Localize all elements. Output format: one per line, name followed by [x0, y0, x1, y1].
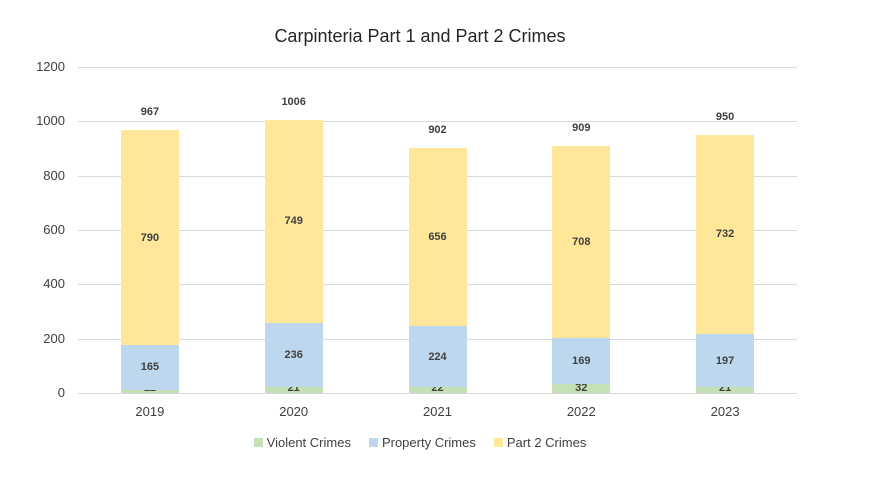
- bar-segment-property-crimes: 169: [552, 338, 611, 385]
- legend-swatch-property: [368, 438, 378, 447]
- legend-label: Part 2 Crimes: [506, 435, 587, 450]
- chart-title: Carpinteria Part 1 and Part 2 Crimes: [274, 26, 566, 46]
- data-label: 236: [284, 349, 303, 362]
- x-tick-label: 2022: [566, 404, 596, 419]
- bar-2020: 21 236 749: [264, 67, 323, 393]
- data-label: 169: [572, 355, 591, 368]
- legend-swatch-part2: [493, 438, 503, 447]
- total-label: 909: [572, 122, 591, 135]
- bar-segment-part-2-crimes: 749: [264, 119, 323, 324]
- gridline: [78, 393, 797, 394]
- y-tick-label: 1000: [36, 113, 65, 129]
- y-tick-label: 0: [57, 385, 65, 400]
- y-tick-label: 800: [43, 167, 65, 183]
- data-label: 21: [718, 381, 732, 394]
- y-tick-label: 1200: [36, 59, 65, 74]
- legend-item-part2: Part 2 Crimes: [493, 435, 587, 450]
- data-label: 656: [428, 231, 447, 244]
- total-label: 902: [428, 123, 447, 136]
- bar-segment-violent-crimes: 22: [408, 382, 467, 393]
- bar-segment-part-2-crimes: 732: [696, 134, 755, 334]
- data-label: 790: [140, 231, 160, 244]
- bar-segment-property-crimes: 165: [120, 344, 179, 390]
- bar-segment-property-crimes: 236: [264, 323, 323, 388]
- data-label: 22: [431, 381, 444, 394]
- y-tick-label: 200: [43, 330, 65, 346]
- bar-segment-violent-crimes: 21: [696, 382, 755, 393]
- total-label: 1006: [281, 95, 306, 108]
- data-label: 224: [428, 350, 447, 363]
- bar-segment-violent-crimes: 32: [552, 381, 611, 394]
- x-tick-label: 2019: [135, 404, 165, 419]
- bar-segment-property-crimes: 197: [696, 333, 755, 388]
- total-label: 967: [140, 106, 160, 119]
- x-tick-label: 2021: [423, 404, 452, 419]
- data-label: 732: [715, 228, 735, 241]
- y-tick-label: 600: [43, 222, 65, 237]
- legend-item-violent: Violent Crimes: [253, 435, 351, 450]
- data-label: 32: [575, 381, 588, 394]
- x-tick-label: 2023: [710, 404, 740, 419]
- total-label: 950: [715, 110, 735, 123]
- legend-item-property: Property Crimes: [368, 435, 476, 450]
- legend-label: Violent Crimes: [266, 435, 351, 450]
- bar-segment-part-2-crimes: 708: [552, 146, 611, 339]
- data-label: 749: [284, 215, 303, 228]
- legend-swatch-violent: [253, 438, 263, 447]
- bar-segment-property-crimes: 224: [408, 326, 467, 387]
- bar-segment-part-2-crimes: 656: [408, 147, 467, 327]
- bar-2019: 12 165 790: [120, 67, 179, 393]
- data-label: 165: [140, 361, 160, 374]
- gridline: [78, 121, 797, 123]
- bar-2022: 32 169 708: [552, 67, 611, 394]
- bar-2023: 21 197 732: [696, 67, 755, 393]
- x-tick-label: 2020: [279, 404, 309, 419]
- bar-segment-violent-crimes: 21: [264, 382, 323, 393]
- data-label: 708: [572, 236, 591, 249]
- data-label: 21: [287, 381, 300, 394]
- gridline: [78, 67, 797, 68]
- plot-area: 12 165 790 21 236 749 22 224 656 32 169 708 21 197 732: [78, 67, 797, 394]
- bar-segment-violent-crimes: 12: [120, 382, 179, 393]
- legend-label: Property Crimes: [381, 435, 476, 450]
- y-tick-label: 400: [43, 276, 65, 292]
- bar-segment-part-2-crimes: 790: [120, 130, 179, 345]
- legend: Violent Crimes Property Crimes Part 2 Cr…: [0, 435, 840, 450]
- bar-2021: 22 224 656: [408, 67, 467, 393]
- data-label: 197: [715, 354, 735, 367]
